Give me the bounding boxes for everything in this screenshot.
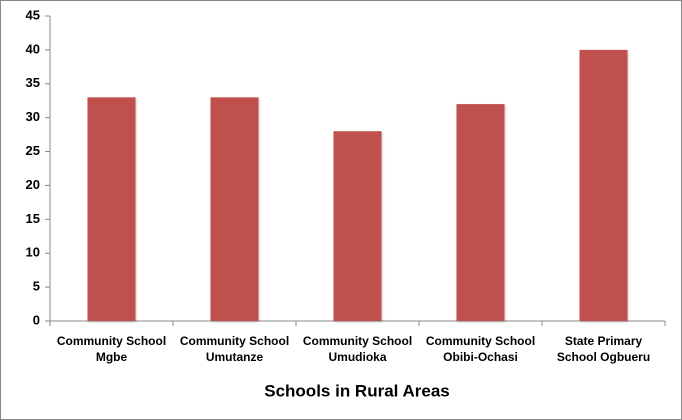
x-tick-label: Community School — [303, 334, 412, 348]
y-tick-label: 25 — [26, 143, 40, 158]
bar — [579, 49, 628, 322]
y-tick-label: 35 — [26, 75, 40, 90]
x-tick-label: Umutanze — [206, 350, 264, 364]
bar — [87, 97, 136, 321]
y-tick-label: 10 — [26, 245, 40, 260]
bar — [210, 97, 259, 321]
y-tick-label: 5 — [33, 279, 40, 294]
y-tick-label: 40 — [26, 41, 40, 56]
y-tick-label: 45 — [26, 7, 40, 22]
x-tick-label: Community School — [426, 334, 535, 348]
bar — [456, 104, 505, 321]
x-tick-label: Obibi-Ochasi — [443, 350, 518, 364]
y-tick-label: 0 — [33, 312, 40, 327]
bar — [333, 131, 382, 321]
x-axis-title: Schools in Rural Areas — [264, 381, 449, 400]
x-tick-label: Community School — [180, 334, 289, 348]
x-tick-label: Mgbe — [96, 350, 128, 364]
x-tick-label: Community School — [57, 334, 166, 348]
y-tick-label: 20 — [26, 177, 40, 192]
x-tick-label: School Ogbueru — [557, 350, 650, 364]
y-tick-label: 30 — [26, 109, 40, 124]
x-tick-label: State Primary — [565, 334, 643, 348]
x-tick-label: Umudioka — [328, 350, 386, 364]
y-tick-label: 15 — [26, 211, 40, 226]
